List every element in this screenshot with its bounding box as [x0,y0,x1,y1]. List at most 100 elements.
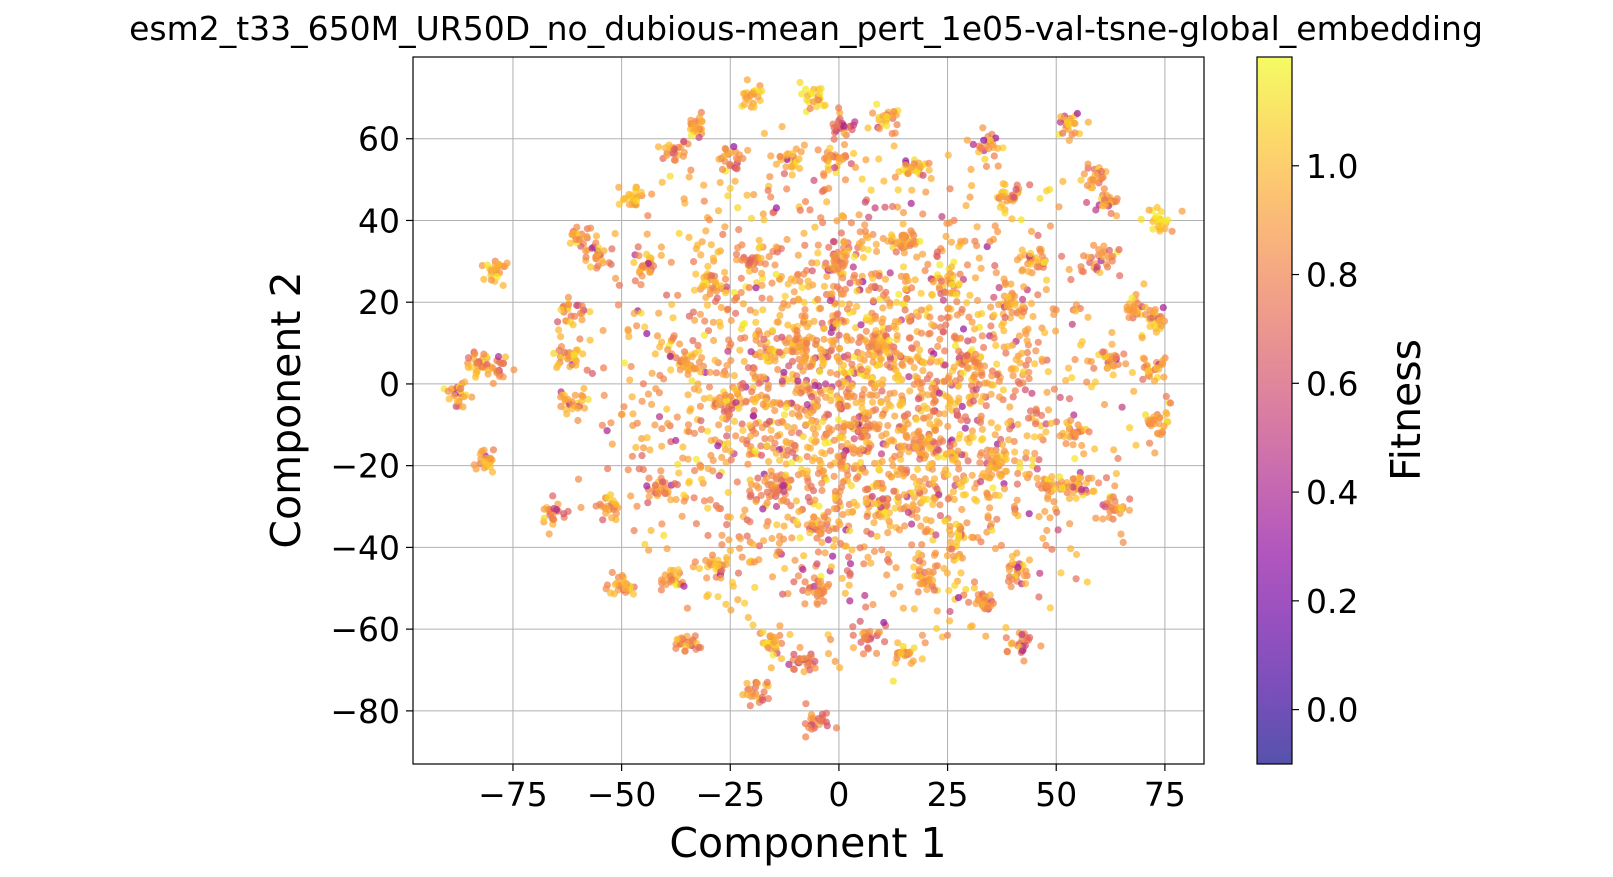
data-point [697,417,705,425]
data-point [1168,227,1176,235]
data-point [972,350,980,358]
data-point [660,577,668,585]
data-point [892,564,900,572]
data-point [878,546,886,554]
data-point [1029,312,1037,321]
data-point [549,492,557,500]
data-point [819,525,828,533]
data-point [801,306,809,314]
data-point [773,521,781,529]
data-point [732,154,741,162]
data-point [845,553,853,561]
data-point [909,345,917,353]
data-point [672,644,680,653]
data-point [796,643,804,652]
data-point [998,192,1006,201]
data-point [840,261,848,269]
data-point [936,261,944,269]
data-point [821,549,829,557]
data-point [489,379,497,387]
data-point [908,520,916,528]
data-point [627,492,635,500]
x-tick-label: 0 [828,775,849,814]
data-point [881,342,889,350]
data-point [987,303,995,311]
data-point [1137,215,1145,223]
data-point [826,369,835,377]
data-point [975,254,983,262]
data-point [645,492,653,500]
data-point [732,399,740,407]
data-point [1003,648,1012,656]
data-point [1160,422,1168,430]
data-point [607,419,615,427]
data-point [930,391,938,399]
data-point [946,522,954,530]
colorbar-tick-label: 0.8 [1306,256,1358,295]
data-point [840,141,849,149]
data-point [858,350,866,358]
data-point [814,249,822,257]
data-point [695,347,703,355]
data-point [1080,450,1088,458]
data-point [862,603,870,611]
data-point [716,179,724,187]
data-point [494,353,503,361]
data-point [608,568,616,577]
data-point [1018,631,1026,639]
data-point [1031,449,1039,457]
data-point [620,403,628,411]
data-point [1018,246,1026,254]
data-point [942,450,950,458]
data-point [664,419,672,428]
data-point [901,306,909,314]
data-point [887,402,895,410]
data-point [472,373,480,381]
data-point [675,229,683,237]
data-point [592,254,600,262]
data-point [1041,329,1049,337]
data-point [1067,276,1075,284]
data-point [803,401,811,409]
data-point [865,444,873,452]
data-point [779,590,787,598]
data-point [796,534,804,542]
data-point [804,477,812,486]
data-point [956,270,964,278]
data-point [719,230,727,238]
data-point [1014,420,1022,429]
data-point [1007,583,1015,591]
data-point [906,242,914,250]
data-point [890,322,898,330]
data-point [1070,411,1078,419]
data-point [1031,420,1040,428]
data-point [841,589,849,597]
data-point [697,118,706,126]
data-point [959,369,967,377]
data-point [564,293,573,301]
data-point [776,348,784,357]
data-point [1092,514,1100,522]
data-point [658,425,666,433]
data-point [875,465,883,474]
data-point [1026,407,1035,415]
data-point [1118,403,1126,411]
data-point [727,606,735,614]
data-point [928,354,936,362]
data-point [753,679,761,687]
data-point [746,256,754,264]
data-point [751,558,759,566]
data-point [806,444,815,452]
data-point [1085,428,1093,436]
data-point [724,347,732,355]
data-point [727,340,735,348]
data-point [715,421,723,429]
data-point [864,124,872,132]
data-point [621,585,629,593]
data-point [769,651,777,659]
data-point [915,557,923,565]
data-point [910,231,918,239]
data-point [861,468,869,476]
data-point [883,113,891,121]
data-point [799,432,807,440]
